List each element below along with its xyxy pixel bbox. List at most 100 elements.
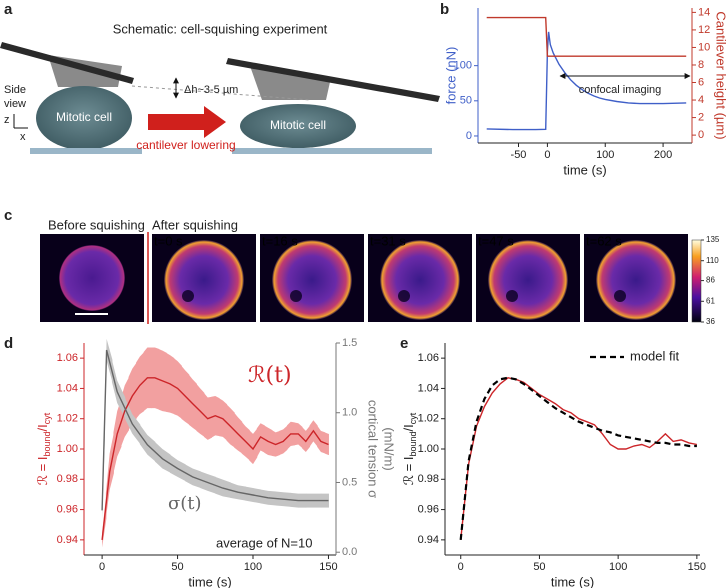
colorbar-label: 36 bbox=[706, 317, 715, 326]
tip-block bbox=[250, 66, 330, 100]
y2-axis-label: (mN/m) bbox=[382, 427, 397, 470]
error-band bbox=[264, 425, 273, 456]
cell-label: Mitotic cell bbox=[270, 118, 326, 132]
x-axis-label: time (s) bbox=[188, 574, 231, 588]
y-tick-label: 0.98 bbox=[57, 473, 78, 485]
panel-label: a bbox=[4, 1, 13, 18]
y-axis-label-part: /I bbox=[401, 424, 416, 431]
error-band bbox=[249, 428, 258, 465]
error-band bbox=[154, 442, 171, 473]
y-axis-label: ℛ = Ibound/Icyt bbox=[401, 412, 418, 485]
y-tick-label: 1.00 bbox=[57, 443, 78, 455]
dark-spot bbox=[290, 290, 302, 302]
cell-image bbox=[59, 245, 125, 311]
dark-spot bbox=[506, 290, 518, 302]
colorbar-label: 86 bbox=[706, 276, 715, 285]
schematic-title: Schematic: cell-squishing experiment bbox=[113, 21, 328, 36]
cell bbox=[240, 104, 356, 148]
before-label: Before squishing bbox=[48, 217, 145, 232]
y-axis-label-part: cyt bbox=[42, 412, 52, 424]
time-label: t=0 s bbox=[154, 233, 183, 248]
y-tick-label: 0 bbox=[466, 130, 472, 142]
y-tick-label: 1.06 bbox=[57, 352, 78, 364]
time-label: t=16 s bbox=[262, 233, 298, 248]
side-view: view bbox=[4, 98, 26, 110]
x-tick-label: 150 bbox=[688, 561, 706, 573]
dark-spot bbox=[398, 290, 410, 302]
y-axis-label-part: ℛ = I bbox=[35, 456, 50, 485]
annotation: confocal imaging bbox=[579, 84, 662, 96]
y2-axis-label: Cantilever height (µm) bbox=[714, 11, 727, 139]
panel-label: b bbox=[440, 1, 449, 18]
axis-x: x bbox=[20, 131, 26, 143]
cell-label: Mitotic cell bbox=[56, 110, 112, 124]
y-tick-label: 1.04 bbox=[57, 382, 78, 394]
cell-image bbox=[596, 240, 676, 320]
arrow-label: cantilever lowering bbox=[136, 138, 235, 152]
y2-tick-label: 0.0 bbox=[342, 546, 357, 558]
y-tick-label: 0.98 bbox=[418, 473, 439, 485]
panel-label: e bbox=[400, 335, 408, 352]
error-band bbox=[309, 420, 318, 447]
cantilever bbox=[226, 58, 440, 102]
y2-tick-label: 10 bbox=[698, 41, 710, 53]
y-axis-label-part: bound bbox=[408, 431, 418, 456]
series-label: σ(t) bbox=[168, 493, 202, 514]
error-band bbox=[294, 422, 303, 449]
error-band bbox=[317, 425, 326, 454]
annotation: average of N=10 bbox=[216, 535, 312, 550]
error-band bbox=[181, 365, 190, 425]
y-axis-label: ℛ = Ibound/Icyt bbox=[35, 412, 52, 485]
cell-image bbox=[380, 240, 460, 320]
legend-label: model fit bbox=[630, 348, 680, 363]
x-tick-label: 200 bbox=[654, 149, 672, 161]
y2-tick-label: 4 bbox=[698, 94, 704, 106]
y2-tick-label: 8 bbox=[698, 59, 704, 71]
y2-axis-label: cortical tension σ bbox=[366, 400, 381, 498]
panel-label: d bbox=[4, 335, 13, 352]
y-axis-label-part: bound bbox=[42, 431, 52, 456]
error-band bbox=[124, 397, 141, 445]
y-tick-label: 1.04 bbox=[418, 382, 439, 394]
x-axis-label: time (s) bbox=[563, 162, 606, 177]
x-tick-label: 100 bbox=[596, 149, 614, 161]
cell-image bbox=[272, 240, 352, 320]
x-tick-label: -50 bbox=[511, 149, 527, 161]
time-label: t=47 s bbox=[478, 233, 514, 248]
error-band bbox=[302, 425, 311, 453]
error-band bbox=[286, 421, 296, 450]
x-tick-label: 0 bbox=[544, 149, 550, 161]
error-band bbox=[143, 347, 152, 412]
y-axis-label-part: ℛ = I bbox=[401, 456, 416, 485]
series-line bbox=[459, 376, 697, 541]
y2-tick-label: 14 bbox=[698, 6, 710, 18]
x-tick-label: 0 bbox=[458, 561, 464, 573]
y2-tick-label: 2 bbox=[698, 111, 704, 123]
y2-tick-label: 0.5 bbox=[342, 476, 357, 488]
series-label: ℛ(t) bbox=[248, 363, 292, 388]
cantilever bbox=[0, 42, 134, 84]
time-label: t=62 s bbox=[586, 233, 622, 248]
x-axis-label: time (s) bbox=[551, 574, 594, 588]
y-tick-label: 1.02 bbox=[418, 413, 439, 425]
series-line bbox=[460, 377, 698, 540]
substrate bbox=[30, 148, 142, 154]
series-line bbox=[101, 349, 329, 511]
dark-spot bbox=[182, 290, 194, 302]
y-tick-label: 1.06 bbox=[418, 352, 439, 364]
error-band bbox=[215, 476, 231, 498]
cell bbox=[36, 86, 132, 150]
error-band bbox=[139, 424, 156, 462]
cell-image bbox=[488, 240, 568, 320]
y-tick-label: 1.00 bbox=[418, 443, 439, 455]
y-tick-label: 0.96 bbox=[418, 503, 439, 515]
y2-tick-label: 6 bbox=[698, 76, 704, 88]
lowering-arrow bbox=[148, 106, 226, 138]
x-tick-label: 100 bbox=[609, 561, 627, 573]
y2-tick-label: 1.0 bbox=[342, 407, 357, 419]
y-axis-label: force (nN) bbox=[443, 47, 458, 105]
after-label: After squishing bbox=[152, 217, 238, 232]
y-tick-label: 50 bbox=[460, 95, 472, 107]
colorbar-label: 135 bbox=[706, 235, 720, 244]
